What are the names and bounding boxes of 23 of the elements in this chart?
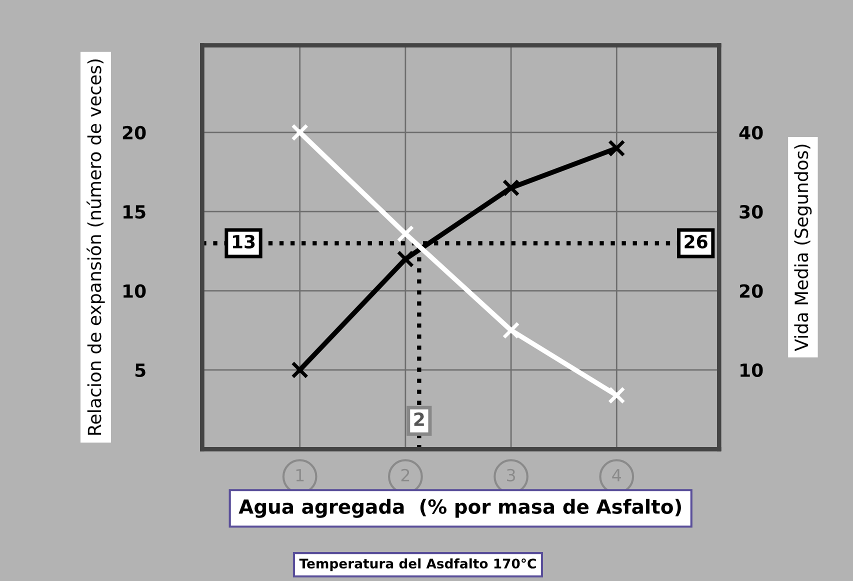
point [291, 361, 309, 379]
text: Temperatura del Asdfalto 170°C [299, 558, 536, 572]
y2-tick-label: 30 [740, 205, 763, 219]
y-tick-label: 15 [124, 205, 146, 219]
point [291, 124, 309, 142]
ref-line-label: 2 [414, 412, 424, 426]
y-tick-label: 10 [124, 284, 146, 298]
ref-line-label: 13 [232, 234, 255, 248]
y2-tick-label: 10 [740, 363, 763, 378]
y2-tick-label: 20 [740, 284, 763, 298]
y-tick-label: 5 [135, 364, 146, 378]
x-axis-title: Agua agregada (% por masa de Asfalto) [238, 498, 681, 518]
y2-axis-title: Vida Media (Segundos) [794, 144, 812, 352]
point [608, 386, 626, 404]
y2-tick-label: 40 [739, 126, 763, 140]
point [502, 322, 520, 340]
point [396, 250, 414, 268]
point [608, 140, 626, 157]
y-tick-label: 20 [122, 126, 146, 140]
annotation: 26 [684, 234, 708, 248]
point [396, 225, 414, 242]
y-axis-title: Relacion de expansión (número de veces) [86, 60, 105, 435]
point [502, 179, 520, 197]
